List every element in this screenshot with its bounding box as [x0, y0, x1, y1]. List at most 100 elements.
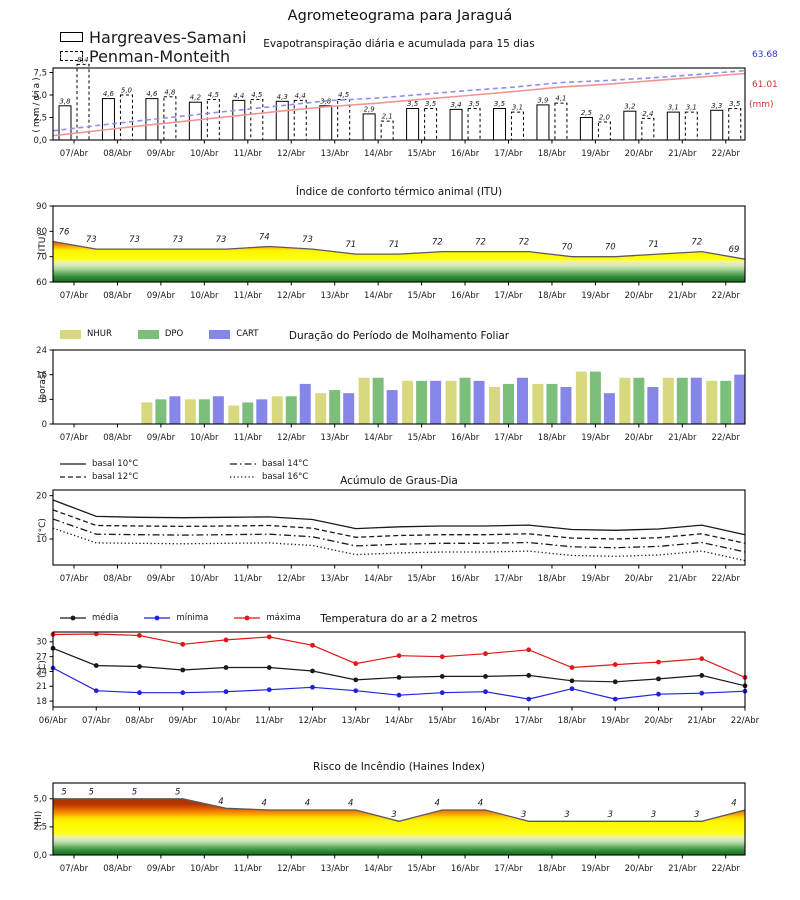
svg-text:4: 4 — [262, 799, 267, 809]
legend-label: Penman-Monteith — [89, 46, 231, 66]
svg-text:17/Abr: 17/Abr — [494, 864, 523, 874]
svg-text:2,5: 2,5 — [33, 113, 47, 123]
svg-text:2,0: 2,0 — [599, 114, 611, 122]
legend-item-dpo: DPO — [137, 329, 183, 339]
svg-text:07/Abr: 07/Abr — [60, 149, 89, 159]
svg-text:16/Abr: 16/Abr — [471, 716, 500, 726]
svg-text:22/Abr: 22/Abr — [712, 291, 741, 301]
accumulated-hargreaves-total: 61.01 — [752, 80, 778, 90]
degree-days-title: Acúmulo de Graus-Dia — [340, 475, 458, 487]
legend-item-basal12: basal 12°C — [60, 472, 204, 482]
svg-text:5: 5 — [175, 787, 180, 797]
legend-item-minima: mínima — [144, 613, 208, 623]
svg-text:4: 4 — [348, 799, 353, 809]
svg-text:3,5: 3,5 — [729, 100, 741, 108]
basal12-line-icon — [60, 476, 86, 478]
svg-text:2,4: 2,4 — [642, 110, 653, 118]
svg-text:73: 73 — [86, 235, 97, 245]
svg-text:4,4: 4,4 — [295, 92, 306, 100]
svg-text:5: 5 — [89, 787, 94, 797]
legend-label: basal 12°C — [92, 472, 139, 482]
svg-text:4: 4 — [218, 797, 223, 807]
svg-text:11/Abr: 11/Abr — [234, 291, 263, 301]
svg-text:80: 80 — [36, 227, 47, 237]
svg-text:19/Abr: 19/Abr — [581, 291, 610, 301]
svg-text:71: 71 — [389, 240, 400, 250]
nhur-swatch-icon — [60, 329, 81, 339]
svg-text:19/Abr: 19/Abr — [581, 864, 610, 874]
svg-text:4,5: 4,5 — [251, 91, 263, 99]
svg-text:3: 3 — [564, 810, 569, 820]
svg-text:07/Abr: 07/Abr — [60, 864, 89, 874]
svg-text:08/Abr: 08/Abr — [103, 433, 132, 443]
svg-text:14/Abr: 14/Abr — [385, 716, 414, 726]
legend-item-basal10: basal 10°C — [60, 459, 204, 469]
svg-text:5: 5 — [61, 787, 66, 797]
svg-text:08/Abr: 08/Abr — [103, 291, 132, 301]
svg-text:11/Abr: 11/Abr — [255, 716, 284, 726]
svg-text:10/Abr: 10/Abr — [190, 864, 219, 874]
svg-text:06/Abr: 06/Abr — [39, 716, 68, 726]
media-line-icon — [60, 615, 86, 621]
svg-text:07/Abr: 07/Abr — [60, 433, 89, 443]
svg-text:4,6: 4,6 — [103, 90, 115, 98]
svg-text:21/Abr: 21/Abr — [668, 149, 697, 159]
svg-text:09/Abr: 09/Abr — [147, 291, 176, 301]
svg-text:15/Abr: 15/Abr — [407, 149, 436, 159]
svg-text:0,0: 0,0 — [33, 136, 47, 146]
svg-text:73: 73 — [302, 235, 313, 245]
svg-text:10/Abr: 10/Abr — [190, 433, 219, 443]
svg-text:72: 72 — [475, 238, 486, 248]
svg-text:16/Abr: 16/Abr — [451, 864, 480, 874]
svg-text:8,4: 8,4 — [77, 56, 88, 64]
svg-text:16/Abr: 16/Abr — [451, 291, 480, 301]
svg-text:14/Abr: 14/Abr — [364, 149, 393, 159]
legend-item-penman: Penman-Monteith — [60, 46, 247, 66]
svg-text:24: 24 — [36, 346, 47, 356]
svg-text:3: 3 — [521, 810, 526, 820]
svg-text:18/Abr: 18/Abr — [538, 291, 567, 301]
svg-text:3,9: 3,9 — [537, 96, 549, 104]
svg-text:3: 3 — [391, 810, 396, 820]
svg-text:20/Abr: 20/Abr — [625, 149, 654, 159]
svg-text:76: 76 — [59, 227, 70, 237]
svg-text:20: 20 — [36, 491, 47, 501]
svg-text:30: 30 — [36, 638, 47, 648]
svg-text:22/Abr: 22/Abr — [731, 716, 760, 726]
svg-text:73: 73 — [216, 235, 227, 245]
penman-swatch-icon — [60, 51, 83, 61]
svg-text:3,5: 3,5 — [468, 100, 480, 108]
svg-text:17/Abr: 17/Abr — [494, 291, 523, 301]
svg-text:18: 18 — [36, 697, 47, 707]
svg-text:20/Abr: 20/Abr — [644, 716, 673, 726]
svg-text:14/Abr: 14/Abr — [364, 864, 393, 874]
svg-text:19/Abr: 19/Abr — [581, 574, 610, 584]
svg-text:4,6: 4,6 — [146, 90, 158, 98]
legend-item-basal16: basal 16°C — [230, 472, 308, 482]
svg-text:07/Abr: 07/Abr — [82, 716, 111, 726]
svg-text:20/Abr: 20/Abr — [625, 864, 654, 874]
legend-label: média — [92, 613, 119, 623]
svg-text:22/Abr: 22/Abr — [712, 574, 741, 584]
svg-text:21/Abr: 21/Abr — [668, 291, 697, 301]
svg-text:08/Abr: 08/Abr — [103, 864, 132, 874]
svg-text:11/Abr: 11/Abr — [234, 149, 263, 159]
svg-text:17/Abr: 17/Abr — [494, 574, 523, 584]
legend-label: NHUR — [87, 329, 112, 339]
svg-text:22/Abr: 22/Abr — [712, 864, 741, 874]
svg-text:71: 71 — [648, 240, 659, 250]
dpo-swatch-icon — [137, 329, 159, 339]
svg-text:3,5: 3,5 — [425, 100, 437, 108]
svg-text:3,4: 3,4 — [450, 101, 461, 109]
svg-text:70: 70 — [36, 252, 47, 262]
legend-label: basal 14°C — [262, 459, 309, 469]
svg-text:4: 4 — [435, 799, 440, 809]
svg-text:4,5: 4,5 — [338, 91, 350, 99]
temperature-title: Temperatura do ar a 2 metros — [320, 613, 478, 625]
svg-text:0: 0 — [42, 420, 47, 430]
hargreaves-swatch-icon — [60, 32, 83, 42]
svg-text:13/Abr: 13/Abr — [321, 291, 350, 301]
svg-text:7,5: 7,5 — [33, 68, 47, 78]
svg-text:15/Abr: 15/Abr — [407, 291, 436, 301]
